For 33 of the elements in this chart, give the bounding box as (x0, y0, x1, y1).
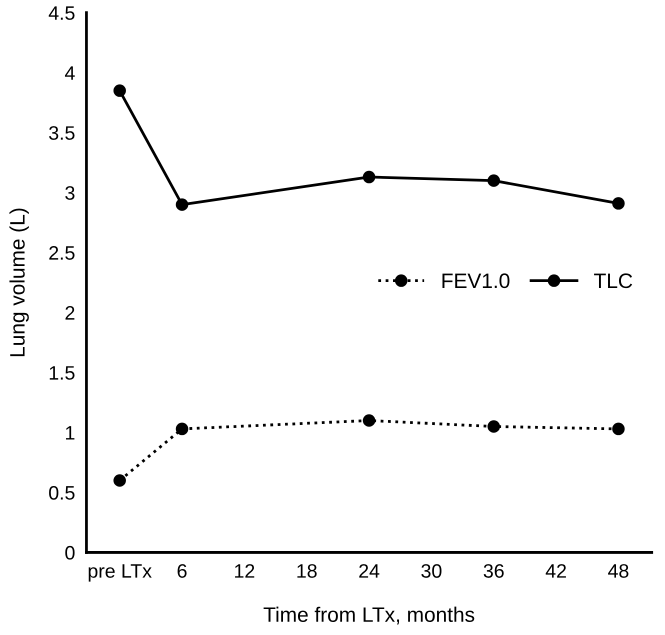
y-tick-label: 1.5 (50, 366, 75, 380)
y-tick-label: 2.5 (49, 246, 75, 260)
y-tick-label: 3 (65, 186, 74, 200)
point (488, 420, 500, 433)
y-tick-label: 0 (65, 546, 75, 560)
y-tick-label: 1 (66, 426, 74, 440)
legend-label: TLC (594, 273, 632, 288)
x-tick-label: 18 (297, 564, 317, 578)
x-tick-label: 42 (546, 564, 566, 578)
x-tick-label: 36 (484, 564, 504, 578)
x-tick-label: pre LTx (88, 564, 152, 582)
point (362, 170, 376, 184)
y-axis-title: Lung volume (L) (9, 208, 29, 356)
y-tick-label: 3.5 (49, 126, 75, 140)
point (113, 84, 126, 97)
legend-label: FEV1.0 (442, 273, 510, 288)
point (176, 198, 188, 211)
x-tick-label: 6 (178, 564, 187, 578)
y-tick-label: 4.5 (48, 6, 75, 20)
x-tick-label: 30 (421, 564, 442, 578)
point (612, 422, 625, 436)
y-tick-label: 0.5 (49, 486, 75, 500)
point (362, 414, 376, 427)
x-axis-title: Time from LTx, months (264, 606, 474, 624)
x-tick-label: 24 (359, 564, 380, 578)
point (113, 474, 126, 487)
point (176, 422, 188, 436)
point (488, 174, 500, 187)
y-tick-label: 4 (64, 66, 75, 80)
y-tick-label: 2 (66, 306, 74, 320)
x-tick-label: 48 (608, 564, 628, 578)
point (612, 197, 625, 210)
x-tick-label: 12 (235, 564, 254, 578)
